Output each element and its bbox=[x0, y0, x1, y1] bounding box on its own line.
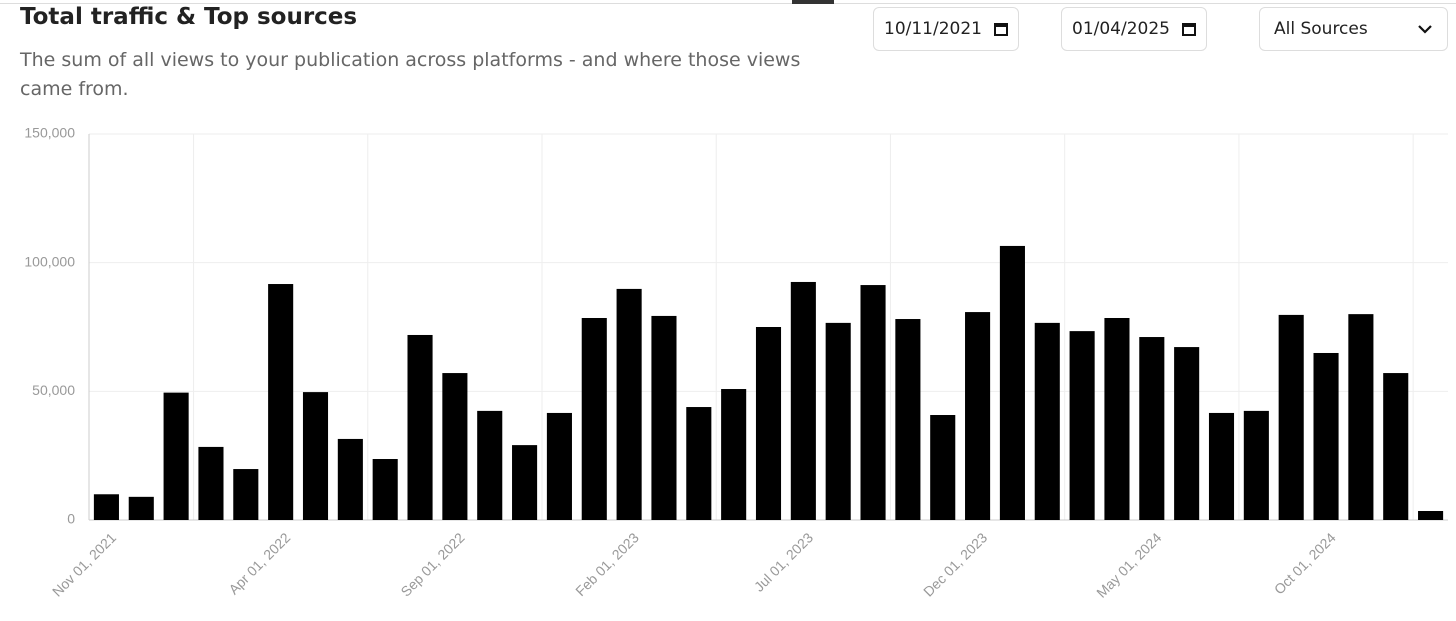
bar bbox=[1104, 317, 1130, 520]
bar bbox=[965, 312, 991, 520]
end-date-input[interactable]: 01/04/2025 bbox=[1061, 7, 1207, 51]
chevron-icon bbox=[1418, 25, 1432, 34]
bar bbox=[999, 245, 1025, 520]
bar bbox=[721, 389, 747, 520]
bar bbox=[616, 288, 642, 520]
y-tick-label: 50,000 bbox=[32, 382, 75, 398]
top-border bbox=[0, 3, 1456, 4]
bar bbox=[1034, 322, 1060, 520]
bar bbox=[337, 438, 363, 520]
bar bbox=[895, 319, 921, 520]
bar bbox=[1383, 373, 1409, 520]
x-tick-label: Sep 01, 2022 bbox=[397, 529, 467, 599]
bar bbox=[477, 410, 503, 520]
end-date: 01/04/2025 bbox=[1072, 19, 1170, 39]
bar bbox=[1174, 347, 1200, 520]
bar bbox=[755, 327, 782, 520]
bar bbox=[163, 392, 189, 520]
bar bbox=[581, 317, 607, 520]
bar bbox=[1243, 410, 1269, 520]
x-tick-label: Jul 01, 2023 bbox=[751, 529, 816, 594]
bar bbox=[930, 415, 956, 520]
bar bbox=[1348, 314, 1374, 520]
bar bbox=[302, 392, 329, 520]
bar bbox=[825, 322, 851, 520]
bar bbox=[651, 315, 677, 520]
x-tick-label: May 01, 2024 bbox=[1093, 529, 1164, 600]
bar bbox=[686, 407, 712, 520]
bar bbox=[372, 459, 398, 520]
bar bbox=[1313, 352, 1339, 520]
bar bbox=[1069, 331, 1095, 520]
tab-indicator bbox=[792, 0, 834, 4]
bar bbox=[268, 284, 294, 520]
calendar-icon bbox=[1182, 23, 1196, 36]
y-tick-label: 150,000 bbox=[24, 125, 75, 141]
bar bbox=[128, 496, 154, 520]
start-date: 10/11/2021 bbox=[884, 19, 982, 39]
y-tick-label: 0 bbox=[67, 511, 75, 527]
bar bbox=[1278, 314, 1304, 520]
source-select[interactable]: All Sources bbox=[1259, 7, 1448, 51]
bar bbox=[512, 445, 538, 520]
source: All Sources bbox=[1274, 19, 1368, 39]
bar bbox=[407, 334, 433, 520]
x-tick-label: Nov 01, 2021 bbox=[49, 529, 119, 599]
title: Total traffic & Top sources bbox=[20, 4, 358, 30]
bar bbox=[93, 494, 119, 520]
y-tick-label: 100,000 bbox=[24, 253, 75, 269]
bar bbox=[1208, 412, 1235, 520]
bar bbox=[790, 281, 816, 520]
subtitle: The sum of all views to your publication… bbox=[20, 49, 801, 100]
x-tick-label: Feb 01, 2023 bbox=[572, 529, 642, 599]
bar bbox=[1418, 510, 1444, 520]
bar bbox=[442, 373, 468, 520]
x-tick-label: Dec 01, 2023 bbox=[920, 529, 990, 599]
bar bbox=[198, 446, 224, 520]
x-tick-label: Apr 01, 2022 bbox=[225, 529, 293, 597]
start-date-input[interactable]: 10/11/2021 bbox=[873, 7, 1019, 51]
bar bbox=[1139, 337, 1165, 520]
bar bbox=[860, 285, 886, 520]
calendar-icon bbox=[994, 23, 1008, 36]
x-tick-label: Oct 01, 2024 bbox=[1271, 529, 1339, 597]
bar bbox=[546, 412, 572, 520]
bar bbox=[233, 469, 259, 520]
